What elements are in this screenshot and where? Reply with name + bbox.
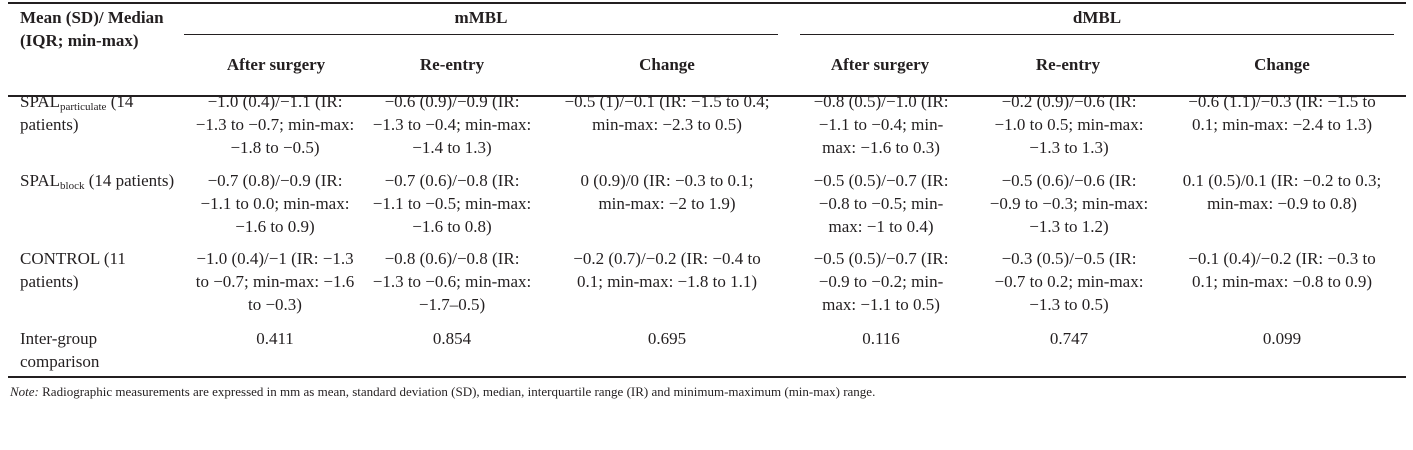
table-cell: 0.695 xyxy=(647,329,687,348)
row-label-spal-block: SPALblock (14 patients) xyxy=(20,171,175,192)
row-label-inter-group-comparison: Inter-group comparison xyxy=(20,329,100,371)
group-rule-dmbl xyxy=(800,34,1394,36)
table-cell: −1.0 (0.4)/−1 (IR: −1.3 to −0.7; min-max… xyxy=(195,249,355,314)
table-cell: −0.5 (0.6)/−0.6 (IR: −0.9 to −0.3; min-m… xyxy=(989,171,1149,236)
table-cell: −0.5 (0.5)/−0.7 (IR: −0.9 to −0.2; min-m… xyxy=(813,249,949,314)
header-bottom-rule xyxy=(8,95,1406,97)
table-cell: −0.3 (0.5)/−0.5 (IR: −0.7 to 0.2; min-ma… xyxy=(994,249,1144,314)
row-label-control: CONTROL (11 patients) xyxy=(20,249,126,291)
group-header-dmbl: dMBL xyxy=(1072,8,1122,27)
table-cell: 0 (0.9)/0 (IR: −0.3 to 0.1; min-max: −2 … xyxy=(580,171,754,213)
col-header-mmbl-change: Change xyxy=(639,55,695,74)
table-cell: −0.7 (0.8)/−0.9 (IR: −1.1 to 0.0; min-ma… xyxy=(200,171,350,236)
table-cell: −0.5 (0.5)/−0.7 (IR: −0.8 to −0.5; min-m… xyxy=(813,171,949,236)
table-cell: −0.8 (0.5)/−1.0 (IR: −1.1 to −0.4; min-m… xyxy=(813,92,949,157)
table-cell: 0.116 xyxy=(862,329,900,348)
table-cell: −0.1 (0.4)/−0.2 (IR: −0.3 to 0.1; min-ma… xyxy=(1188,249,1376,291)
table-note: Note: Radiographic measurements are expr… xyxy=(10,383,875,401)
group-rule-mmbl xyxy=(184,34,778,36)
col-header-mmbl-after-surgery: After surgery xyxy=(226,55,326,74)
group-header-mmbl: mMBL xyxy=(454,8,508,27)
table-cell: 0.411 xyxy=(256,329,294,348)
note-text: Radiographic measurements are expressed … xyxy=(38,384,876,399)
table-cell: −0.6 (1.1)/−0.3 (IR: −1.5 to 0.1; min-ma… xyxy=(1188,92,1376,134)
table-cell: −0.5 (1)/−0.1 (IR: −1.5 to 0.4; min-max:… xyxy=(564,92,770,134)
table-cell: 0.099 xyxy=(1262,329,1302,348)
table-bottom-rule xyxy=(8,376,1406,378)
table-cell: 0.1 (0.5)/0.1 (IR: −0.2 to 0.3; min-max:… xyxy=(1182,171,1382,213)
table-cell: −0.6 (0.9)/−0.9 (IR: −1.3 to −0.4; min-m… xyxy=(372,92,532,157)
stub-header: Mean (SD)/ Median (IQR; min-max) xyxy=(20,8,164,50)
table-cell: −0.8 (0.6)/−0.8 (IR: −1.3 to −0.6; min-m… xyxy=(372,249,532,314)
table-cell: −1.0 (0.4)/−1.1 (IR: −1.3 to −0.7; min-m… xyxy=(195,92,355,157)
note-label: Note: xyxy=(10,384,39,399)
table-cell: −0.7 (0.6)/−0.8 (IR: −1.1 to −0.5; min-m… xyxy=(372,171,532,236)
table-top-rule xyxy=(8,2,1406,4)
row-label-spal-particulate: SPALparticulate (14 patients) xyxy=(20,92,134,134)
col-header-dmbl-after-surgery: After surgery xyxy=(830,55,930,74)
col-header-mmbl-re-entry: Re-entry xyxy=(419,55,485,74)
table-cell: −0.2 (0.7)/−0.2 (IR: −0.4 to 0.1; min-ma… xyxy=(573,249,761,291)
table-cell: 0.747 xyxy=(1049,329,1089,348)
col-header-dmbl-re-entry: Re-entry xyxy=(1035,55,1101,74)
table-cell: 0.854 xyxy=(432,329,472,348)
table-cell: −0.2 (0.9)/−0.6 (IR: −1.0 to 0.5; min-ma… xyxy=(994,92,1144,157)
col-header-dmbl-change: Change xyxy=(1254,55,1310,74)
